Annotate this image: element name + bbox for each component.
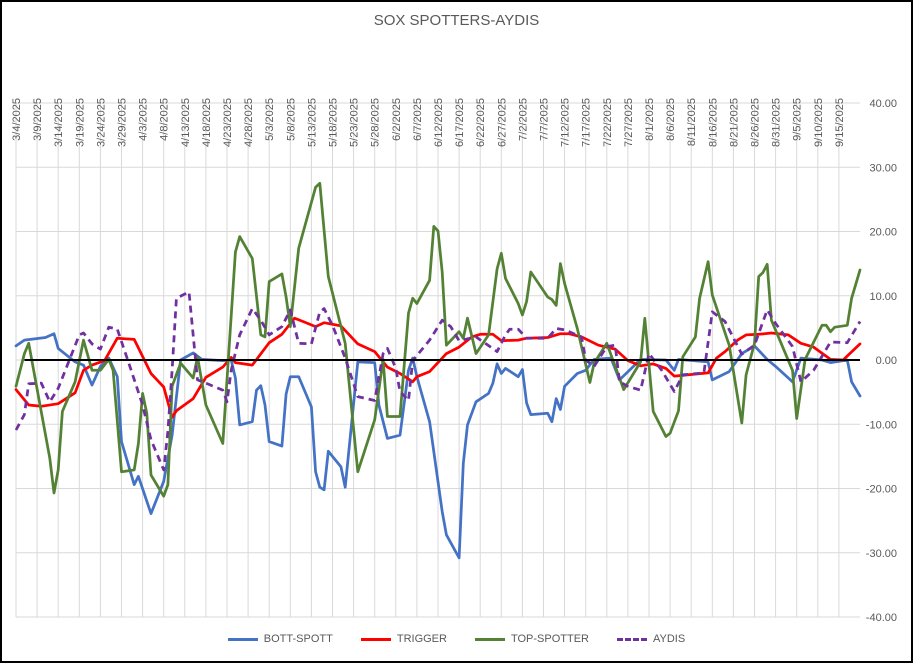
x-tick-label: 8/6/2025 [665,98,677,141]
x-tick-label: 3/4/2025 [11,98,23,141]
y-tick-label: -20.00 [866,484,897,496]
legend-label: TRIGGER [396,633,447,645]
x-tick-label: 7/22/2025 [602,98,614,147]
x-tick-label: 8/11/2025 [686,98,698,146]
x-tick-label: 3/29/2025 [117,98,129,147]
x-tick-label: 4/18/2025 [201,98,213,147]
series-line-bott-spott [14,332,862,560]
chart-title: SOX SPOTTERS-AYDIS [373,12,540,29]
x-tick-label: 4/28/2025 [243,98,255,147]
legend-item: AYDIS [617,633,685,645]
x-tick-label: 9/15/2025 [834,98,846,147]
x-tick-label: 5/8/2025 [285,98,297,141]
x-tick-label: 6/17/2025 [454,98,466,147]
y-tick-label: 40.00 [869,98,897,110]
x-tick-label: 8/21/2025 [728,98,740,147]
legend-swatch [474,637,505,641]
y-tick-label: -30.00 [866,548,897,560]
x-tick-label: 8/1/2025 [644,98,656,141]
x-tick-label: 6/22/2025 [475,98,487,147]
x-tick-label: 4/3/2025 [138,98,150,141]
legend-item: TRIGGER [360,633,447,645]
legend-item: TOP-SPOTTER [474,633,589,645]
x-tick-label: 9/10/2025 [813,98,825,147]
x-tick-label: 6/27/2025 [496,98,508,147]
legend-item: BOTT-SPOTT [227,633,333,645]
legend-label: TOP-SPOTTER [510,633,589,645]
legend-swatch [617,637,647,641]
x-tick-label: 4/8/2025 [159,98,171,141]
x-tick-label: 5/23/2025 [349,98,361,147]
x-tick-label: 7/2/2025 [517,98,529,141]
legend-swatch [227,637,258,641]
x-tick-label: 6/12/2025 [433,98,445,147]
legend-label: AYDIS [653,633,686,645]
x-tick-label: 6/7/2025 [412,98,424,141]
x-tick-label: 7/17/2025 [581,98,593,147]
x-tick-label: 3/24/2025 [95,98,107,147]
x-tick-label: 5/3/2025 [264,98,276,141]
x-tick-label: 5/13/2025 [306,98,318,147]
x-tick-label: 8/26/2025 [750,98,762,147]
y-tick-label: 30.00 [869,162,897,174]
x-tick-label: 3/9/2025 [32,98,44,141]
x-tick-label: 5/18/2025 [328,98,340,147]
legend-label: BOTT-SPOTT [263,633,333,645]
x-tick-label: 8/31/2025 [771,98,783,147]
x-tick-label: 6/2/2025 [391,98,403,141]
x-tick-label: 4/13/2025 [180,98,192,147]
series-line-aydis [14,290,862,472]
x-tick-label: 5/28/2025 [370,98,382,147]
x-tick-label: 4/23/2025 [222,98,234,147]
legend-swatch [360,637,391,641]
x-tick-label: 7/12/2025 [560,98,572,147]
x-tick-label: 9/5/2025 [792,98,804,141]
x-tick-label: 8/16/2025 [707,98,719,147]
y-tick-label: -40.00 [866,612,897,624]
y-tick-label: 0.00 [876,355,897,367]
series-line-trigger [14,316,862,419]
y-tick-label: 10.00 [869,291,897,303]
x-tick-label: 3/19/2025 [74,98,86,147]
x-tick-label: 7/7/2025 [539,98,551,141]
y-tick-label: -10.00 [866,419,897,431]
x-tick-label: 7/27/2025 [623,98,635,147]
y-tick-label: 20.00 [869,227,897,239]
x-tick-label: 3/14/2025 [53,98,65,147]
legend: BOTT-SPOTT TRIGGER TOP-SPOTTER AYDIS [0,633,913,645]
